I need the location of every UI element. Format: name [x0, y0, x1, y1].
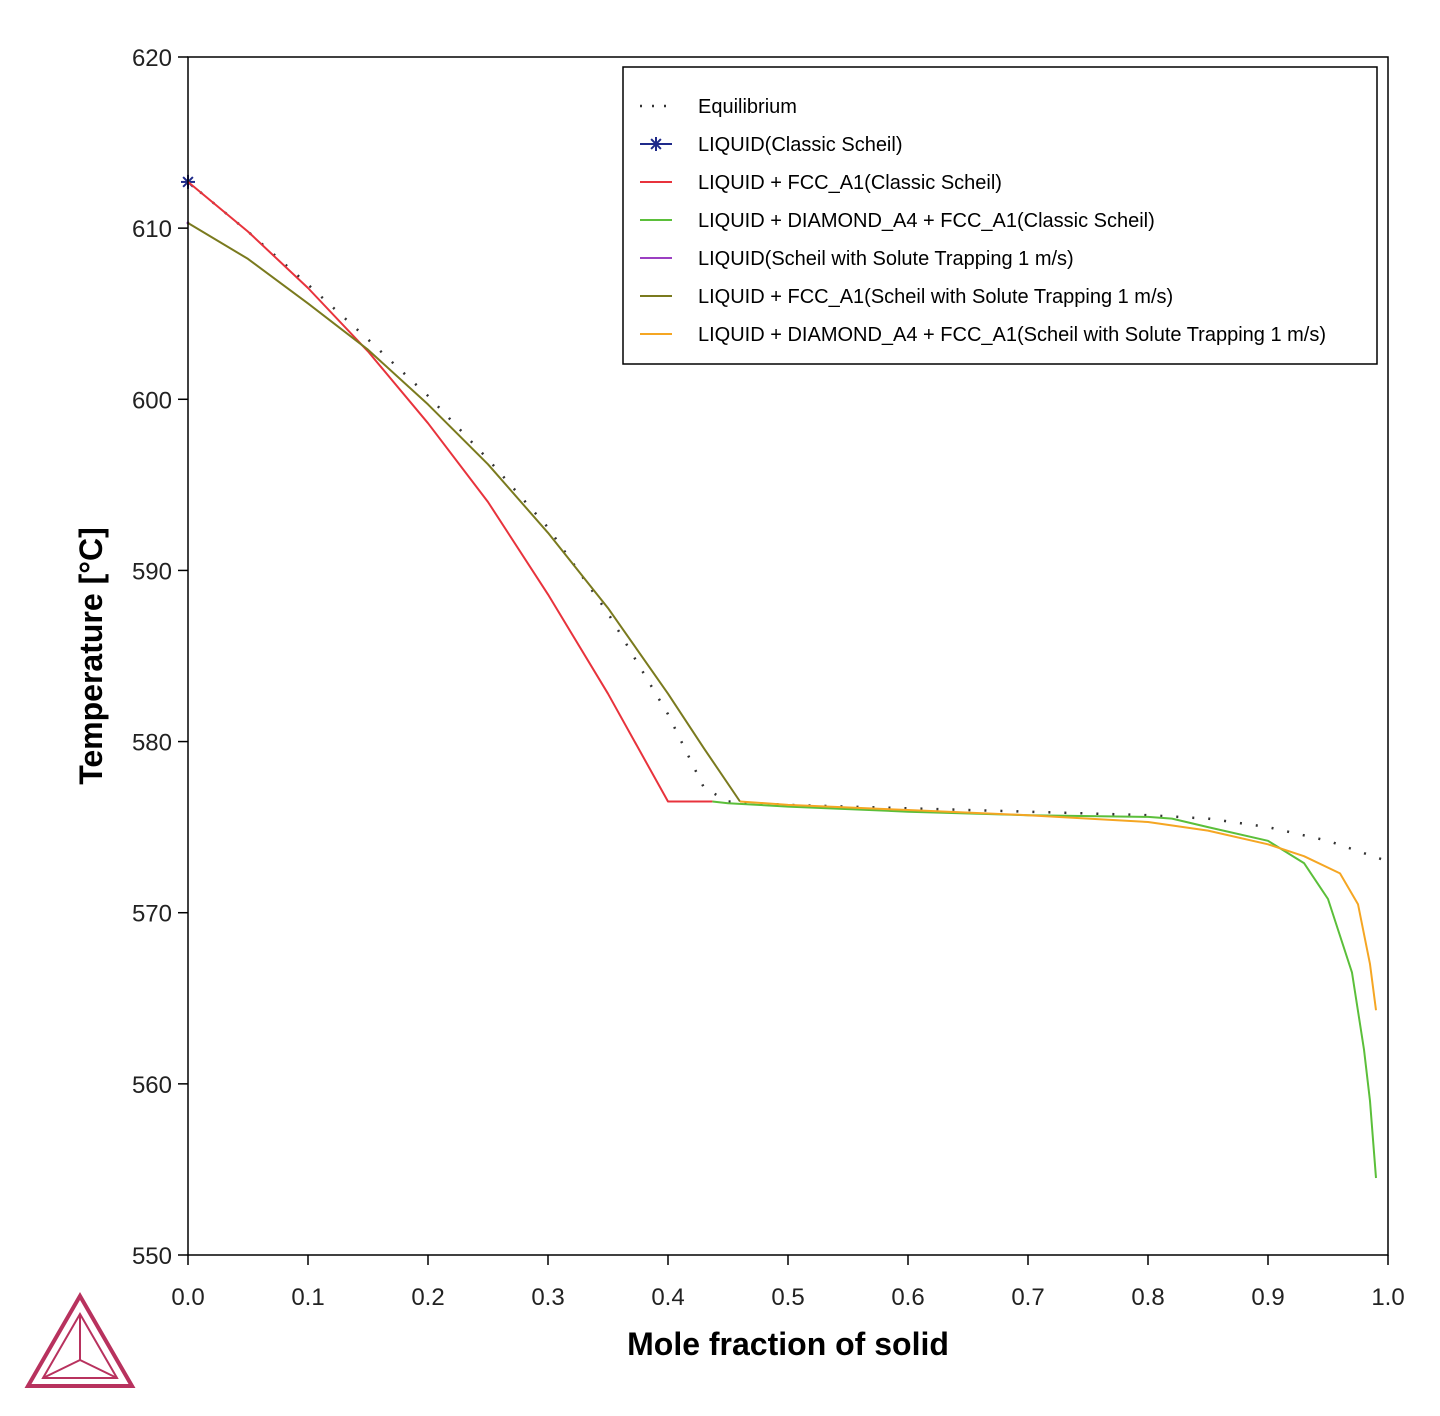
series-5-line — [187, 222, 741, 803]
legend-label: LIQUID + DIAMOND_A4 + FCC_A1(Scheil with… — [698, 324, 1326, 346]
x-tick-label: 0.3 — [531, 1284, 564, 1311]
series-6-line — [739, 800, 1377, 1011]
series-2-line — [187, 181, 713, 803]
legend-label: LIQUID + FCC_A1(Classic Scheil) — [698, 172, 1002, 194]
x-tick-label: 0.1 — [291, 1284, 324, 1311]
legend-label: Equilibrium — [698, 96, 797, 118]
legend-marker — [649, 137, 663, 151]
x-tick-label: 1.0 — [1371, 1284, 1404, 1311]
legend-entry: LIQUID + DIAMOND_A4 + FCC_A1(Classic Sch… — [640, 210, 1155, 232]
y-axis-title: Temperature [°C] — [73, 527, 109, 785]
legend-label: LIQUID(Classic Scheil) — [698, 134, 902, 156]
legend-frame — [622, 66, 1378, 365]
axis-layer: 0.0 0.1 0.2 0.3 0.4 0.5 0.6 0.7 0.8 0.9 1.0 550 560 5… — [132, 45, 1405, 1311]
x-tick-label: 0.4 — [651, 1284, 684, 1311]
series-3-line — [712, 800, 1377, 1179]
x-tick-label: 0.9 — [1251, 1284, 1284, 1311]
y-tick-label: 620 — [132, 45, 172, 72]
legend-label: LIQUID + FCC_A1(Scheil with Solute Trapp… — [698, 286, 1173, 308]
legend-label: LIQUID + DIAMOND_A4 + FCC_A1(Classic Sch… — [698, 210, 1155, 232]
x-tick-label: 0.6 — [891, 1284, 924, 1311]
x-tick-label: 0.7 — [1011, 1284, 1044, 1311]
y-tick-label: 590 — [132, 558, 172, 585]
y-tick-label: 560 — [132, 1072, 172, 1099]
y-tick-label: 580 — [132, 730, 172, 757]
y-tick-label: 570 — [132, 901, 172, 928]
y-tick-label: 600 — [132, 387, 172, 414]
x-tick-label: 0.5 — [771, 1284, 804, 1311]
legend-entry: LIQUID + FCC_A1(Scheil with Solute Trapp… — [640, 286, 1173, 308]
x-tick-label: 0.0 — [171, 1284, 204, 1311]
legend-entries: Equilibrium LIQUID(Classic Scheil) LIQUID … — [640, 96, 1326, 346]
legend-entry: Equilibrium — [640, 96, 797, 118]
legend: Equilibrium LIQUID(Classic Scheil) LIQUID … — [622, 66, 1378, 365]
legend-label: LIQUID(Scheil with Solute Trapping 1 m/s… — [698, 248, 1074, 270]
x-axis-title: Mole fraction of solid — [627, 1326, 949, 1362]
x-tick-label: 0.2 — [411, 1284, 444, 1311]
legend-entry: LIQUID(Classic Scheil) — [640, 134, 902, 156]
legend-entry: LIQUID + DIAMOND_A4 + FCC_A1(Scheil with… — [640, 324, 1326, 346]
y-tick-label: 610 — [132, 216, 172, 243]
x-tick-label: 0.8 — [1131, 1284, 1164, 1311]
series-layer — [181, 174, 1389, 1179]
thermo-calc-logo — [24, 1292, 136, 1388]
y-tick-label: 550 — [132, 1243, 172, 1270]
legend-entry: LIQUID + FCC_A1(Classic Scheil) — [640, 172, 1002, 194]
legend-entry: LIQUID(Scheil with Solute Trapping 1 m/s… — [640, 248, 1074, 270]
